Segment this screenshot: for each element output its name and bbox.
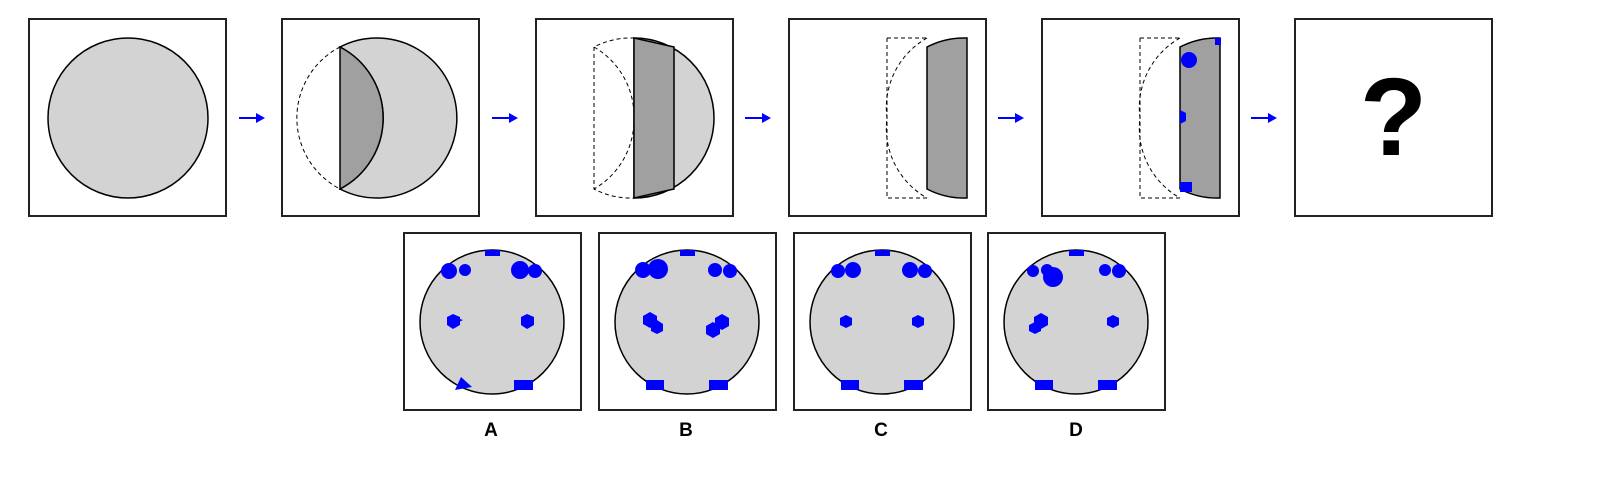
arrow-icon [745, 113, 771, 123]
sequence-panel-2 [281, 18, 480, 217]
sequence-panel-3 [535, 18, 734, 217]
arrow-icon [1251, 113, 1277, 123]
hole-circle [1181, 52, 1197, 68]
option-c-figure [809, 249, 955, 395]
option-d-label[interactable]: D [1069, 420, 1083, 441]
option-b-figure [614, 249, 760, 395]
option-a-panel[interactable] [403, 232, 582, 411]
answer-panel: ? [1294, 18, 1493, 217]
arrow-icon [998, 113, 1024, 123]
full-circle-figure [47, 37, 209, 199]
option-b-label[interactable]: B [679, 420, 693, 441]
option-d-figure [1003, 249, 1149, 395]
option-d-panel[interactable] [987, 232, 1166, 411]
hole-square [1180, 182, 1192, 192]
sequence-panel-1 [28, 18, 227, 217]
question-mark-icon: ? [1359, 55, 1428, 179]
third-fold-figure [885, 37, 968, 199]
sequence-panel-5 [1041, 18, 1240, 217]
sequence-panel-4 [788, 18, 987, 217]
option-b-panel[interactable] [598, 232, 777, 411]
option-a-label[interactable]: A [484, 420, 498, 441]
option-c-panel[interactable] [793, 232, 972, 411]
hole-square [1215, 38, 1221, 45]
first-fold-figure [296, 37, 458, 199]
punched-figure [1138, 37, 1221, 199]
arrow-icon [492, 113, 518, 123]
hole-hexagon [1180, 110, 1186, 124]
second-fold-figure [593, 37, 715, 199]
option-a-figure [419, 249, 565, 395]
option-c-label[interactable]: C [874, 420, 888, 441]
arrow-icon [239, 113, 265, 123]
